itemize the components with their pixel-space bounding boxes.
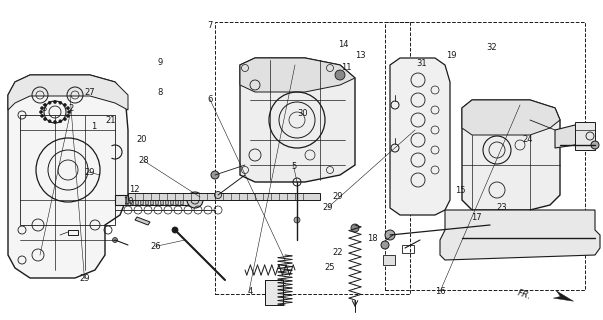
Text: 24: 24: [522, 135, 533, 144]
Polygon shape: [8, 75, 128, 278]
Text: 18: 18: [367, 234, 377, 243]
Text: 8: 8: [157, 88, 162, 97]
Text: 3: 3: [42, 104, 46, 113]
Bar: [20, 115, 115, 225]
Circle shape: [385, 230, 395, 240]
Polygon shape: [165, 196, 168, 204]
Text: 20: 20: [136, 135, 147, 144]
Text: 6: 6: [207, 95, 212, 104]
Circle shape: [59, 120, 62, 123]
Circle shape: [215, 191, 221, 198]
Circle shape: [40, 107, 43, 110]
Text: 25: 25: [324, 263, 335, 272]
Bar: [575, 122, 595, 150]
Polygon shape: [8, 75, 128, 110]
Polygon shape: [145, 196, 148, 204]
Polygon shape: [140, 196, 143, 204]
Circle shape: [187, 192, 203, 208]
Circle shape: [63, 117, 66, 121]
Text: 17: 17: [471, 213, 482, 222]
Text: 28: 28: [138, 156, 149, 165]
Text: 4: 4: [248, 287, 253, 296]
Polygon shape: [462, 100, 560, 135]
Text: 30: 30: [297, 109, 308, 118]
Polygon shape: [135, 217, 150, 225]
Circle shape: [381, 241, 389, 249]
Polygon shape: [150, 196, 153, 204]
Circle shape: [294, 217, 300, 223]
Polygon shape: [554, 291, 573, 301]
Text: 23: 23: [496, 204, 507, 212]
Circle shape: [48, 101, 51, 104]
Polygon shape: [175, 196, 178, 204]
Bar: [402, 245, 414, 253]
Text: 15: 15: [455, 186, 466, 195]
Polygon shape: [555, 125, 580, 148]
Circle shape: [335, 70, 345, 80]
Polygon shape: [180, 196, 183, 204]
Text: 21: 21: [105, 116, 116, 125]
Text: 9: 9: [157, 58, 162, 67]
Polygon shape: [135, 196, 138, 204]
Text: 1: 1: [91, 122, 96, 131]
Text: 2: 2: [69, 104, 74, 113]
Text: 10: 10: [123, 197, 134, 206]
Circle shape: [113, 237, 118, 243]
Polygon shape: [390, 58, 450, 215]
Circle shape: [68, 110, 71, 114]
Circle shape: [172, 227, 178, 233]
Polygon shape: [240, 58, 355, 182]
Text: 31: 31: [417, 60, 428, 68]
Circle shape: [66, 107, 69, 110]
Polygon shape: [125, 196, 128, 204]
Polygon shape: [155, 196, 158, 204]
Circle shape: [591, 141, 599, 149]
Polygon shape: [240, 58, 355, 92]
Polygon shape: [130, 196, 133, 204]
Circle shape: [54, 100, 57, 103]
Circle shape: [63, 103, 66, 107]
Polygon shape: [170, 196, 173, 204]
Text: 11: 11: [341, 63, 352, 72]
Circle shape: [211, 171, 219, 179]
Text: 29: 29: [332, 192, 343, 201]
Bar: [215, 22, 410, 294]
Circle shape: [43, 103, 46, 107]
Text: 5: 5: [291, 162, 296, 171]
Text: 22: 22: [332, 248, 343, 257]
Text: 27: 27: [84, 88, 95, 97]
Circle shape: [40, 114, 43, 117]
Text: 12: 12: [128, 185, 139, 194]
Text: 29: 29: [79, 274, 90, 283]
Bar: [383, 255, 395, 265]
Circle shape: [66, 114, 69, 117]
Circle shape: [351, 224, 359, 232]
Circle shape: [40, 110, 42, 114]
Polygon shape: [462, 215, 590, 220]
Text: 29: 29: [84, 168, 95, 177]
Polygon shape: [115, 195, 195, 205]
Circle shape: [43, 117, 46, 121]
Text: 16: 16: [435, 287, 446, 296]
Polygon shape: [160, 196, 163, 204]
Circle shape: [48, 120, 51, 123]
Text: 14: 14: [338, 40, 349, 49]
Bar: [385, 22, 585, 290]
Bar: [265, 280, 283, 305]
Text: FR.: FR.: [516, 288, 533, 301]
Polygon shape: [462, 100, 560, 210]
Circle shape: [54, 121, 57, 124]
Polygon shape: [128, 193, 320, 200]
Circle shape: [591, 234, 599, 242]
Text: 7: 7: [207, 21, 212, 30]
Text: 32: 32: [486, 43, 497, 52]
Text: 19: 19: [446, 52, 456, 60]
Polygon shape: [440, 210, 600, 260]
Text: 13: 13: [355, 52, 366, 60]
Circle shape: [59, 101, 62, 104]
Text: 26: 26: [150, 242, 161, 251]
Text: 29: 29: [323, 203, 333, 212]
